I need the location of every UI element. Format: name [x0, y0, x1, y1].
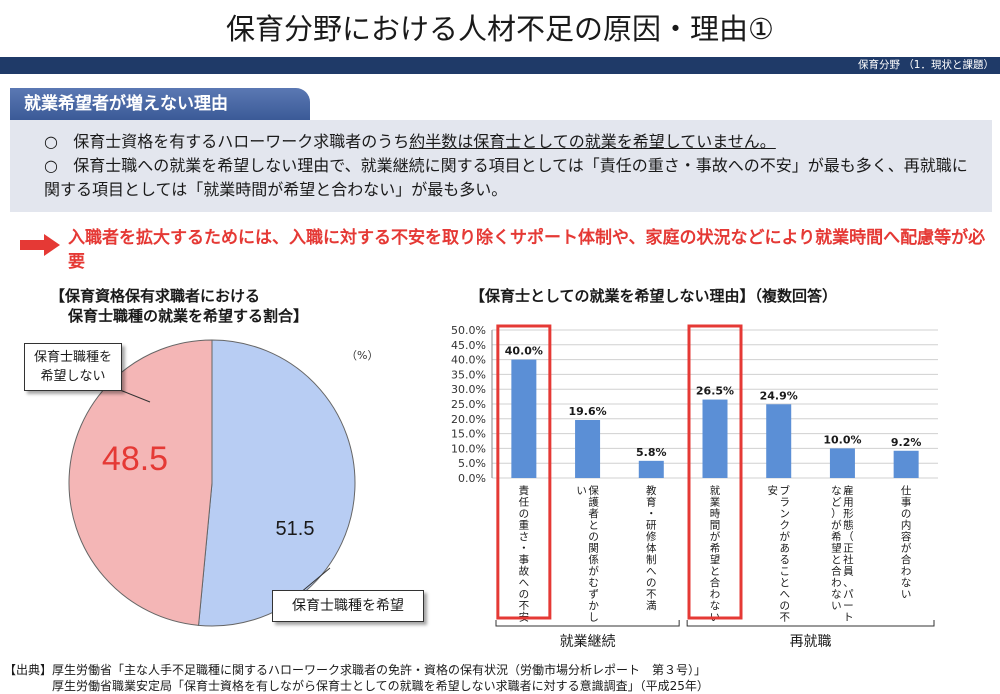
bullet: ○: [44, 132, 58, 151]
x-category-label: 雇用形態（正社員、パート: [843, 484, 854, 624]
bar-chart-title: 【保育士としての就業を希望しない理由】（複数回答）: [470, 287, 838, 305]
group-bracket: [686, 620, 935, 627]
y-tick-label: 30.0%: [451, 383, 486, 396]
bar: [702, 399, 728, 478]
pie-value-label: 48.5: [102, 440, 168, 478]
group-label: 再就職: [790, 634, 832, 650]
pie-chart-title: 【保育資格保有求職者における 保育士職種の就業を希望する割合】: [50, 286, 410, 326]
bar: [511, 359, 537, 478]
y-tick-label: 45.0%: [451, 339, 486, 352]
bar: [766, 404, 792, 478]
bar-value-label: 19.6%: [568, 405, 606, 418]
footer-sources: 【出典】厚生労働省「主な人手不足職種に関するハローワーク求職者の免許・資格の保有…: [4, 662, 994, 694]
x-category-label: 責任の重さ・事故への不安: [519, 484, 530, 624]
bar-value-label: 9.2%: [891, 436, 922, 449]
arrow-right-icon: [20, 234, 60, 256]
bar-value-label: 26.5%: [696, 385, 734, 398]
pie-slice: [197, 339, 356, 627]
x-category-label: 教育・研修体制への不満: [646, 484, 657, 612]
bar: [638, 460, 664, 478]
y-tick-label: 35.0%: [451, 368, 486, 381]
callout-wishing: 保育士職種を希望: [272, 590, 424, 622]
bar-value-label: 5.8%: [636, 446, 667, 459]
callout-leader-line: [299, 567, 331, 594]
pie-title-line-1: 【保育資格保有求職者における: [50, 287, 261, 305]
pie-value-label: 51.5: [276, 518, 315, 540]
y-tick-label: 20.0%: [451, 413, 486, 426]
note-2-text: 保育士職への就業を希望しない理由で、就業継続に関する項目としては「責任の重さ・事…: [44, 156, 968, 199]
section-title: 就業希望者が増えない理由: [10, 88, 310, 120]
bar: [893, 450, 919, 478]
group-label: 就業継続: [560, 633, 616, 650]
bar: [829, 448, 855, 478]
x-category-label: 保護者との関係がむずかし: [588, 484, 599, 624]
y-tick-label: 40.0%: [451, 354, 486, 367]
notes-box: ○ 保育士資格を有するハローワーク求職者のうち約半数は保育士としての就業を希望し…: [10, 120, 992, 212]
note-line-1: ○ 保育士資格を有するハローワーク求職者のうち約半数は保育士としての就業を希望し…: [44, 130, 978, 154]
callout-not-wishing-line-1: 保育士職種を: [33, 350, 112, 365]
x-category-label: 仕事の内容が合わない: [901, 484, 912, 601]
breadcrumb: 保育分野 （1．現状と課題）: [857, 59, 994, 71]
y-tick-label: 50.0%: [451, 324, 486, 337]
y-tick-label: 25.0%: [451, 398, 486, 411]
pie-unit-label: （%）: [346, 349, 379, 362]
bar-value-label: 24.9%: [760, 389, 798, 402]
y-tick-label: 0.0%: [458, 472, 486, 485]
bar-value-label: 10.0%: [823, 433, 861, 446]
header-bar: 保育分野 （1．現状と課題）: [0, 57, 1000, 74]
pie-title-line-2: 保育士職種の就業を希望する割合】: [68, 307, 309, 325]
conclusion-text: 入職者を拡大するためには、入職に対する不安を取り除くサポート体制や、家庭の状況な…: [68, 228, 986, 272]
bar-chart: 0.0%5.0%10.0%15.0%20.0%25.0%30.0%35.0%40…: [451, 324, 938, 650]
y-tick-label: 10.0%: [451, 442, 486, 455]
note-1-underlined: 約半数は保育士としての就業を希望していません。: [409, 132, 776, 151]
bar-value-label: 40.0%: [505, 345, 543, 358]
callout-not-wishing-line-2: 希望しない: [40, 369, 106, 384]
x-category-label: い: [576, 485, 587, 497]
pie-chart: 51.5 48.5: [68, 339, 356, 627]
bullet: ○: [44, 156, 58, 175]
x-category-label: ブランクがあることへの不: [779, 484, 790, 624]
x-category-label: 就業時間が希望と合わない: [710, 484, 721, 624]
x-category-label: など）が希望と合わない: [831, 485, 842, 612]
footer-line-2: 厚生労働省職業安定局「保育士資格を有しながら保育士としての就職を希望しない求職者…: [52, 679, 709, 693]
y-tick-label: 5.0%: [458, 457, 486, 470]
group-bracket: [495, 620, 680, 627]
callout-leader-line: [119, 389, 151, 403]
callout-not-wishing: 保育士職種を 希望しない: [24, 343, 122, 391]
footer-line-1: 【出典】厚生労働省「主な人手不足職種に関するハローワーク求職者の免許・資格の保有…: [4, 663, 707, 677]
bar: [575, 419, 601, 478]
note-1-text: 保育士資格を有するハローワーク求職者のうち: [73, 132, 410, 151]
pie-slice: [68, 339, 213, 626]
y-tick-label: 15.0%: [451, 428, 486, 441]
x-category-label: 安: [767, 484, 778, 497]
page-title: 保育分野における人材不足の原因・理由①: [226, 12, 774, 46]
highlight-box: [496, 324, 552, 620]
highlight-box: [687, 324, 743, 620]
note-line-2: ○ 保育士職への就業を希望しない理由で、就業継続に関する項目としては「責任の重さ…: [44, 154, 978, 202]
